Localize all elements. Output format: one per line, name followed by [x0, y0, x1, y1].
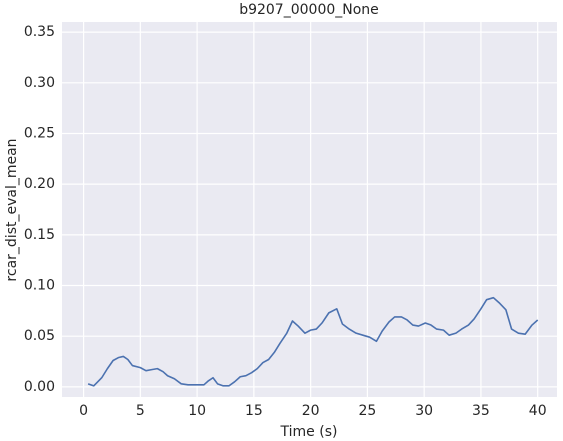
- x-tick-label: 20: [302, 403, 320, 419]
- x-tick-label: 15: [245, 403, 263, 419]
- data-line: [87, 296, 539, 387]
- y-tick-label: 0.25: [24, 125, 55, 141]
- y-axis-label: rcar_dist_eval_mean: [4, 138, 20, 281]
- x-tick-label: 25: [358, 403, 376, 419]
- y-tick-label: 0.30: [24, 75, 55, 91]
- chart-title: b9207_00000_None: [239, 2, 379, 18]
- plot-area: [62, 22, 557, 397]
- x-tick-label: 35: [472, 403, 490, 419]
- x-tick-label: 40: [529, 403, 547, 419]
- x-tick-label: 5: [136, 403, 145, 419]
- x-tick-label: 30: [415, 403, 433, 419]
- x-axis-label: Time (s): [280, 424, 338, 440]
- y-tick-label: 0.15: [24, 227, 55, 243]
- y-tick-label: 0.20: [24, 176, 55, 192]
- y-tick-label: 0.10: [24, 278, 55, 294]
- y-tick-label: 0.00: [24, 379, 55, 395]
- y-tick-label: 0.35: [24, 24, 55, 40]
- x-tick-label: 0: [79, 403, 88, 419]
- y-tick-label: 0.05: [24, 328, 55, 344]
- x-tick-label: 10: [188, 403, 206, 419]
